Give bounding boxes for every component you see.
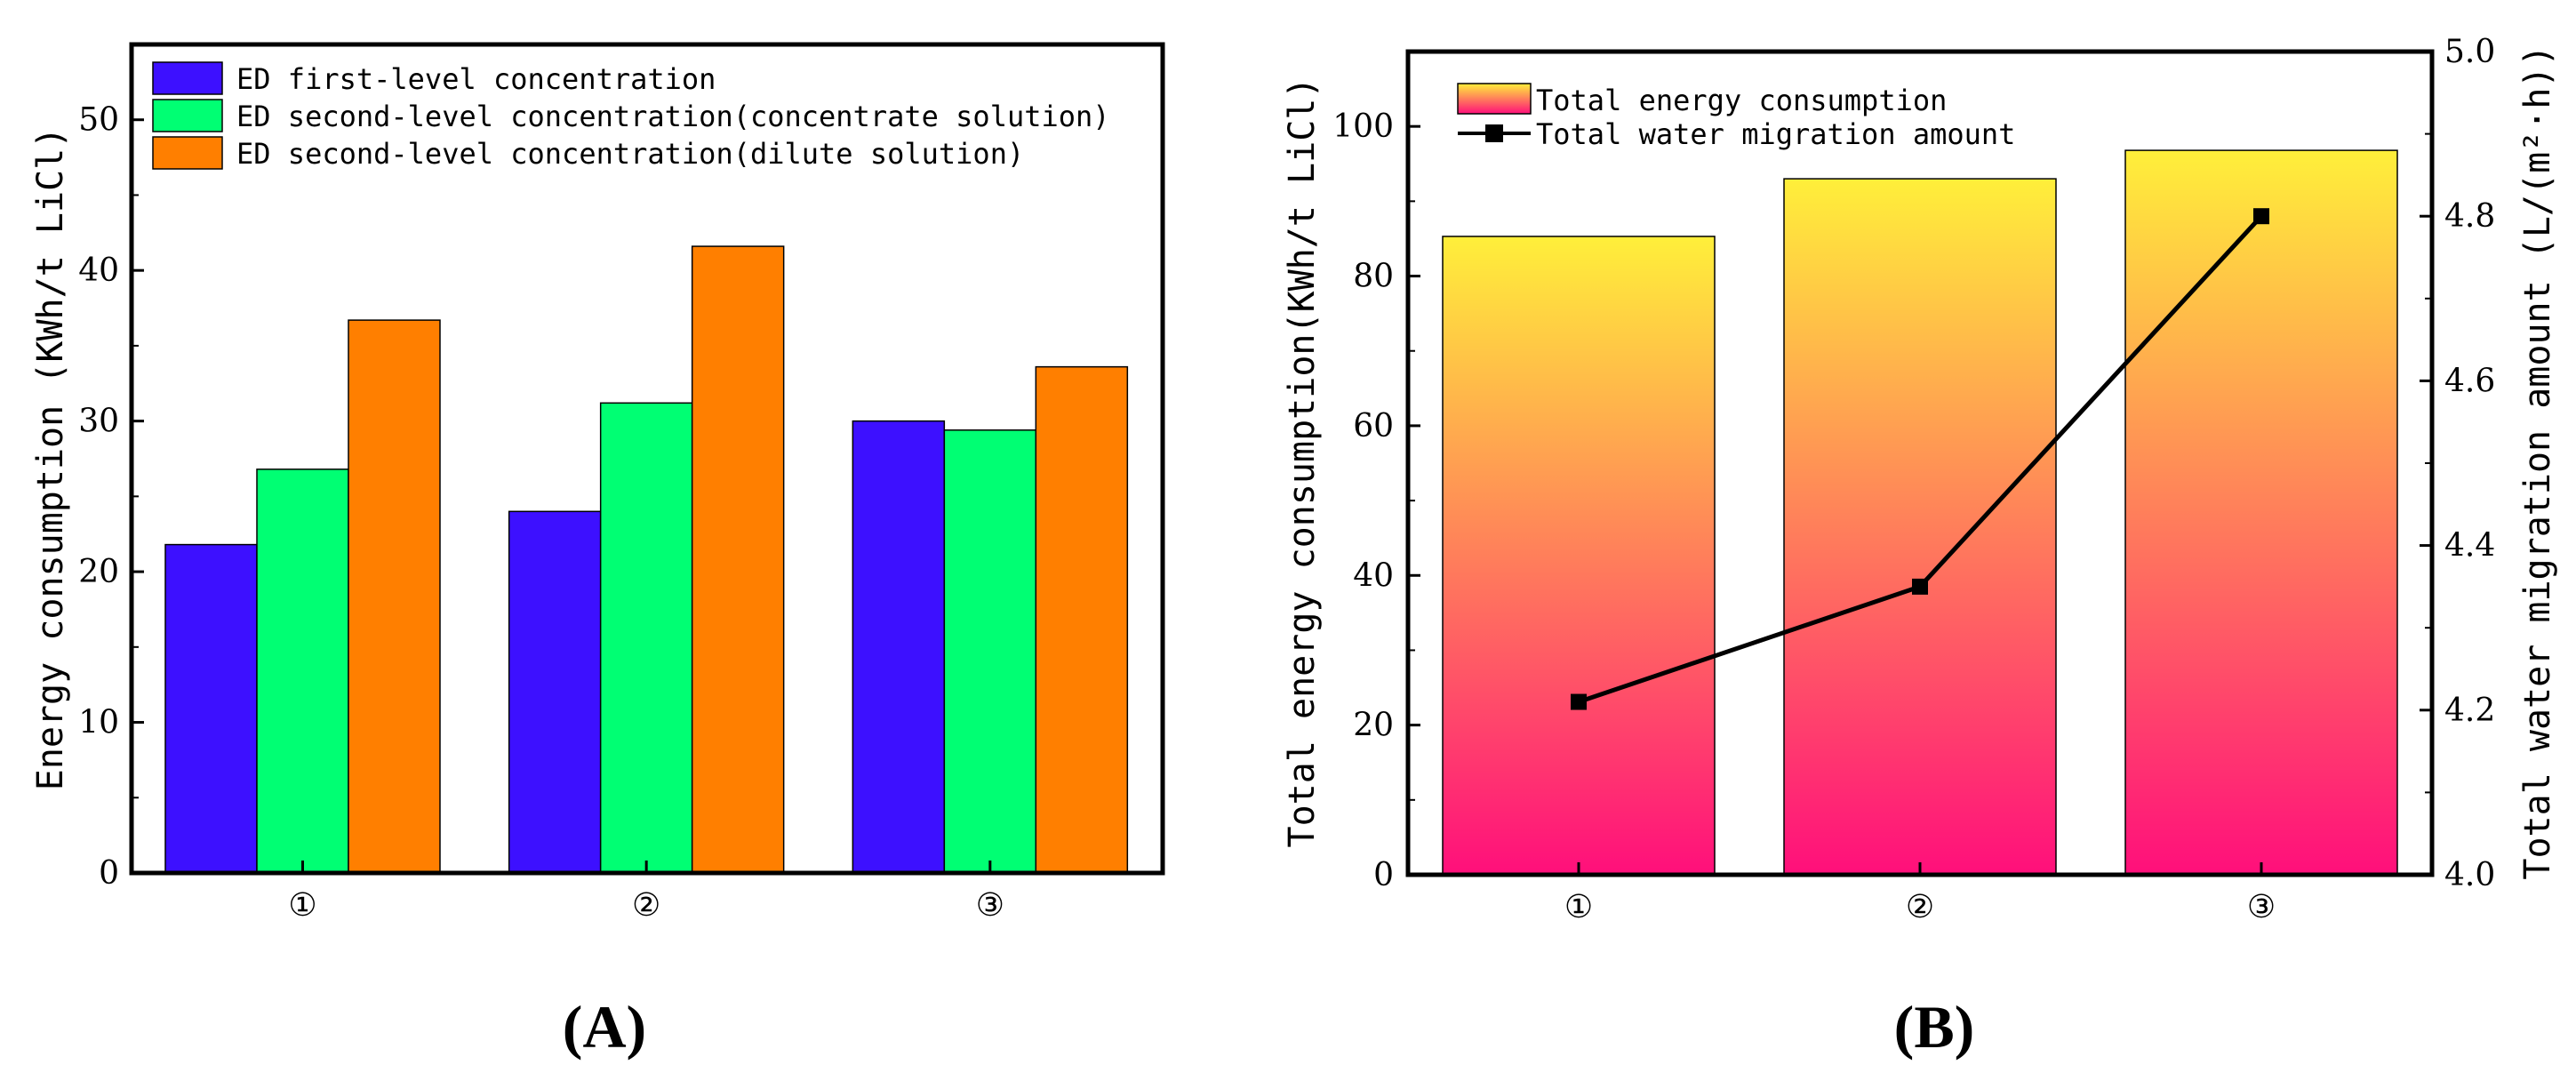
legend-label-water-migration: Total water migration amount (1536, 117, 2015, 151)
panel-b-y-tick-label: 40 (1353, 557, 1394, 594)
panel-a-y-tick-label: 10 (78, 705, 119, 741)
panel-a-y-tick-label: 20 (78, 554, 119, 590)
legend-swatch-first-level (152, 61, 223, 95)
marker-water-migration-cat-3 (2253, 208, 2269, 225)
panel-b-y-tick-label: 20 (1353, 708, 1394, 744)
panel-a-label: (A) (563, 993, 646, 1061)
legend-swatch-second-level-concentrate (152, 99, 223, 132)
panel-b-y2-tick-label: 4.6 (2444, 363, 2495, 399)
bar-a-2-cat-2 (599, 402, 693, 874)
panel-b-y-tick-label: 0 (1373, 857, 1394, 893)
legend-label-second-level-dilute: ED second-level concentration(dilute sol… (236, 137, 1024, 171)
panel-a-y-tick-label: 0 (99, 855, 119, 892)
panel-b-y2-tick-label: 4.2 (2444, 693, 2495, 729)
bar-b-total-energy-cat-3 (2124, 149, 2398, 876)
panel-b-y2-axis-title: Total water migration amount (L/(m²·h)) (2517, 44, 2558, 879)
panel-b-x-tick-label: ③ (2247, 889, 2276, 925)
panel-b-x-tick-label: ② (1906, 889, 1934, 925)
panel-a-y-tick-label: 50 (78, 102, 119, 139)
panel-b-legend: Total energy consumption Total water mig… (1457, 83, 2015, 151)
panel-a-x-tick-label: ③ (976, 887, 1004, 924)
panel-b-x-tick-label: ① (1564, 889, 1593, 925)
marker-water-migration-cat-1 (1571, 693, 1587, 710)
bar-b-total-energy-cat-2 (1783, 178, 2057, 876)
bar-a-1-cat-1 (164, 543, 258, 874)
panel-b-y2-tick-label: 5.0 (2444, 34, 2495, 70)
panel-b-y-tick-label: 80 (1353, 259, 1394, 295)
panel-b: 0 20 40 60 80 100 4.0 4.2 4.4 4.6 4.8 5.0 ① ② ③ Tota… (1282, 34, 2558, 1061)
panel-a-y-tick-label: 40 (78, 252, 119, 289)
bar-a-1-cat-2 (508, 510, 602, 874)
panel-a-x-tick-label: ② (632, 887, 660, 924)
bar-b-total-energy-cat-1 (1442, 236, 1716, 876)
panel-a-x-tick-label: ① (288, 887, 316, 924)
bar-a-2-cat-1 (256, 468, 349, 874)
panel-a: 0 10 20 30 40 50 ① ② ③ Energy consumption (KWh/… (30, 42, 1165, 1061)
bar-a-3-cat-1 (348, 319, 441, 874)
bar-a-3-cat-3 (1035, 365, 1129, 874)
panel-b-y-tick-label: 100 (1332, 108, 1394, 145)
panel-b-y2-tick-label: 4.8 (2444, 198, 2495, 235)
panel-b-y2-tick-label: 4.4 (2444, 528, 2495, 565)
legend-marker-water-migration (1485, 124, 1503, 142)
panel-b-y2-tick-label: 4.0 (2444, 857, 2495, 893)
panel-a-y-tick-label: 30 (78, 404, 119, 440)
legend-swatch-second-level-dilute (152, 136, 223, 170)
legend-label-second-level-concentrate: ED second-level concentration(concentrat… (236, 100, 1110, 133)
bar-a-2-cat-3 (943, 429, 1037, 874)
legend-label-total-energy: Total energy consumption (1536, 84, 1947, 117)
panel-a-y-axis-title: Energy consumption (KWh/t LiCl) (30, 127, 71, 791)
panel-b-y-tick-label: 60 (1353, 408, 1394, 444)
bar-a-1-cat-3 (852, 420, 946, 874)
panel-b-label: (B) (1894, 993, 1975, 1061)
legend-label-first-level: ED first-level concentration (236, 62, 716, 96)
panel-b-y-axis-title: Total energy consumption(KWh/t LiCl) (1282, 77, 1323, 848)
bar-a-3-cat-2 (691, 245, 785, 874)
panel-a-legend: ED first-level concentration ED second-l… (152, 61, 1110, 171)
legend-swatch-total-energy (1457, 83, 1532, 115)
marker-water-migration-cat-2 (1912, 578, 1928, 595)
